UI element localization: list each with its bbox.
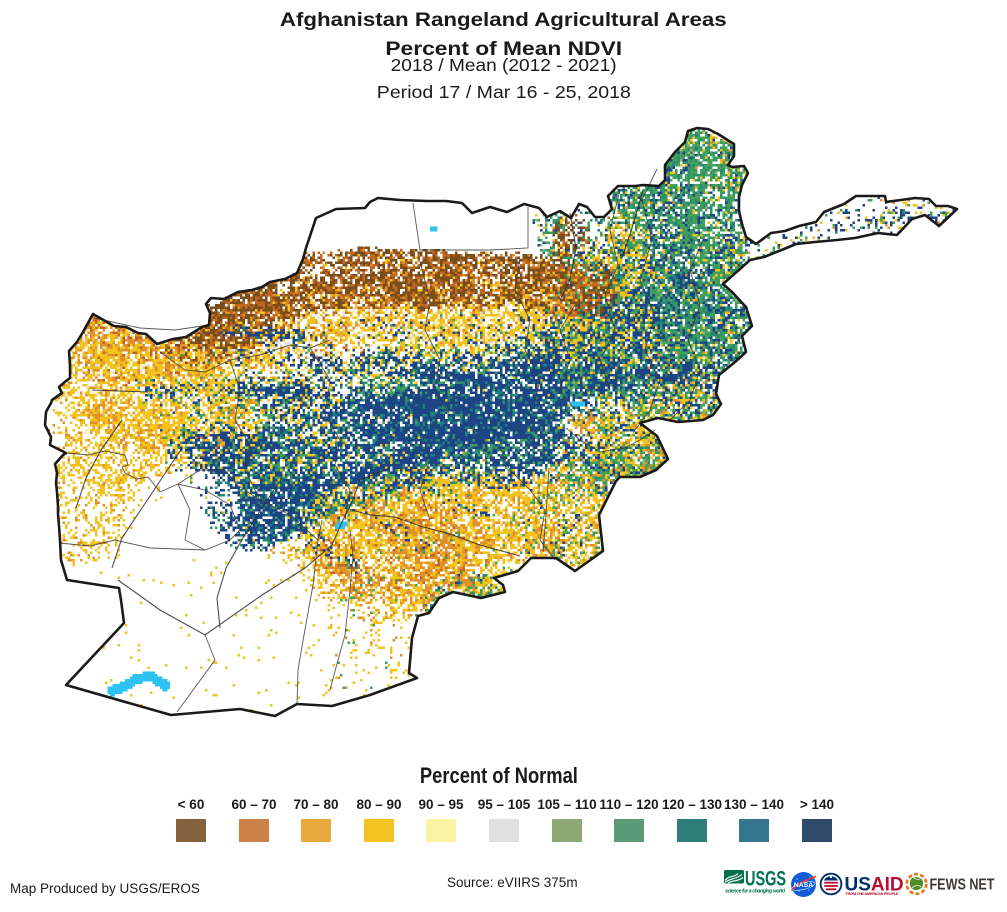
svg-text:FEWS NET: FEWS NET — [930, 877, 995, 894]
svg-text:USAID: USAID — [845, 875, 904, 896]
svg-text:FROM THE AMERICAN PEOPLE: FROM THE AMERICAN PEOPLE — [846, 891, 899, 896]
svg-text:science for a changing world: science for a changing world — [725, 889, 786, 895]
svg-text:USGS: USGS — [745, 868, 786, 891]
svg-text:NASA: NASA — [794, 882, 813, 889]
